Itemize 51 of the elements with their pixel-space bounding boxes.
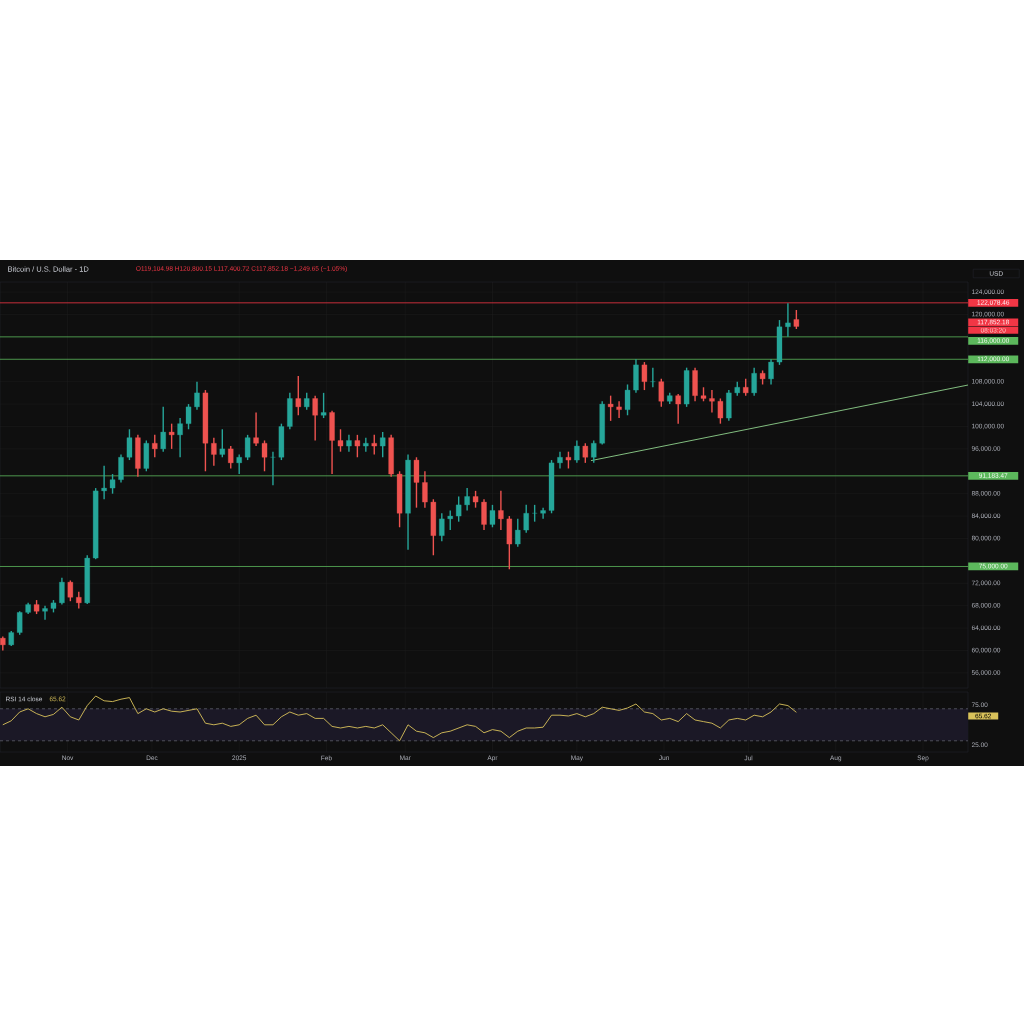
candlestick bbox=[270, 450, 276, 486]
candlestick bbox=[591, 439, 597, 464]
candlestick bbox=[709, 389, 715, 414]
candlestick bbox=[456, 495, 462, 523]
candlestick bbox=[624, 383, 631, 416]
candlestick bbox=[320, 392, 327, 419]
candlestick bbox=[160, 406, 166, 453]
candlestick bbox=[607, 394, 614, 422]
candlestick bbox=[363, 436, 369, 453]
candlestick bbox=[84, 554, 90, 605]
candlestick bbox=[244, 434, 251, 461]
candlestick bbox=[185, 403, 192, 430]
candlestick bbox=[548, 459, 555, 514]
candlestick bbox=[523, 504, 529, 534]
candlestick bbox=[92, 487, 99, 560]
candlestick bbox=[219, 428, 225, 458]
candlestick bbox=[143, 439, 150, 472]
candlestick bbox=[396, 470, 403, 528]
candlestick bbox=[109, 473, 116, 495]
candlestick bbox=[540, 506, 546, 520]
candlestick bbox=[380, 431, 386, 458]
candlestick bbox=[371, 434, 377, 456]
candlestick bbox=[278, 422, 285, 461]
candlestick bbox=[42, 604, 48, 621]
candlestick bbox=[413, 456, 420, 509]
candlestick bbox=[650, 366, 656, 388]
candlestick bbox=[515, 518, 521, 548]
candlestick bbox=[793, 309, 800, 330]
candlestick bbox=[683, 366, 690, 408]
candlestick bbox=[616, 400, 622, 419]
candlestick bbox=[17, 610, 23, 636]
candlestick bbox=[354, 434, 361, 458]
candlestick bbox=[228, 445, 234, 470]
candlestick bbox=[67, 579, 74, 602]
candlestick bbox=[430, 498, 437, 556]
candlestick bbox=[658, 378, 664, 408]
candlestick bbox=[776, 319, 783, 366]
candlestick bbox=[717, 397, 724, 425]
candlestick bbox=[641, 361, 648, 391]
candlestick bbox=[152, 434, 158, 458]
candlestick bbox=[489, 504, 496, 528]
candlestick bbox=[126, 428, 133, 461]
candlestick bbox=[202, 389, 209, 472]
candlestick bbox=[506, 515, 513, 570]
candlestick bbox=[337, 428, 344, 453]
candlestick bbox=[168, 422, 175, 450]
candlestick bbox=[582, 442, 588, 464]
candlestick bbox=[101, 464, 107, 500]
candlestick bbox=[261, 439, 268, 472]
candlestick bbox=[295, 375, 301, 416]
candlestick bbox=[447, 509, 453, 531]
